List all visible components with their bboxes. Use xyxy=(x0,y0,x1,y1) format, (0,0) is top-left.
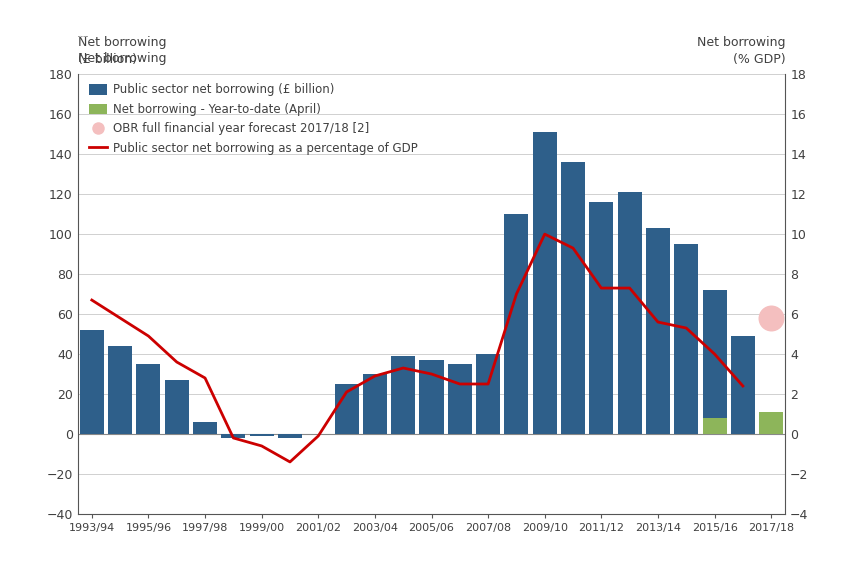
Text: (% GDP): (% GDP) xyxy=(733,53,785,66)
Bar xyxy=(532,132,557,434)
Text: (£ billion): (£ billion) xyxy=(78,53,136,66)
Bar xyxy=(448,364,472,434)
Bar xyxy=(193,422,217,434)
Bar xyxy=(702,418,727,434)
Bar xyxy=(136,364,161,434)
Bar xyxy=(362,374,387,434)
Point xyxy=(765,313,778,323)
Text: Net borrowing: Net borrowing xyxy=(78,35,167,49)
Bar xyxy=(419,360,444,434)
Bar xyxy=(731,336,755,434)
Bar xyxy=(702,290,727,434)
Bar xyxy=(391,356,415,434)
Text: Net borrowing: Net borrowing xyxy=(78,35,88,37)
Bar xyxy=(646,228,670,434)
Bar xyxy=(674,244,698,434)
Bar xyxy=(221,434,245,438)
Bar xyxy=(759,412,784,434)
Bar xyxy=(561,162,585,434)
Bar xyxy=(79,330,104,434)
Text: Net borrowing: Net borrowing xyxy=(696,35,785,49)
Bar xyxy=(476,354,501,434)
Bar xyxy=(335,384,359,434)
Bar xyxy=(589,202,614,434)
Bar xyxy=(108,346,132,434)
Bar xyxy=(165,380,189,434)
Text: Net borrowing: Net borrowing xyxy=(78,53,167,66)
Bar xyxy=(249,434,274,436)
Legend: Public sector net borrowing (£ billion), Net borrowing - Year-to-date (April), O: Public sector net borrowing (£ billion),… xyxy=(85,79,423,159)
Bar xyxy=(278,434,302,438)
Bar xyxy=(504,214,528,434)
Bar xyxy=(618,192,642,434)
